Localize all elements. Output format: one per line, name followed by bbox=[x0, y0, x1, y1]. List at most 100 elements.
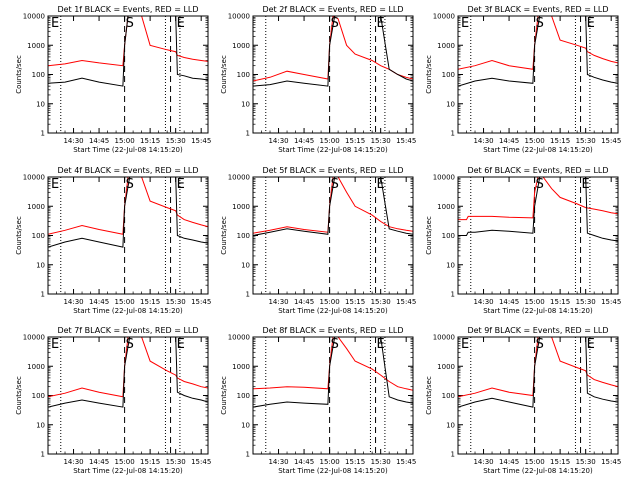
y-tick-label: 10000 bbox=[433, 334, 455, 342]
marker-label-s: S bbox=[536, 16, 544, 31]
y-axis-label: Counts/sec bbox=[425, 376, 433, 415]
y-tick-label: 10 bbox=[36, 100, 45, 108]
series-events bbox=[48, 337, 208, 408]
marker-label-e: E bbox=[461, 16, 469, 31]
panel-title: Det 9f BLACK = Events, RED = LLD bbox=[467, 326, 608, 335]
x-tick-label: 15:45 bbox=[601, 458, 621, 466]
x-tick-label: 15:00 bbox=[320, 137, 340, 145]
x-tick-label: 15:45 bbox=[396, 458, 416, 466]
series-lld bbox=[48, 337, 208, 398]
marker-label-s: S bbox=[126, 16, 134, 31]
series-events bbox=[458, 16, 618, 87]
plot-frame bbox=[47, 336, 209, 455]
x-axis-label: Start Time (22-Jul-08 14:15:20) bbox=[483, 307, 593, 315]
panel-det-5: Det 5f BLACK = Events, RED = LLD 1 10 100 10… bbox=[220, 166, 416, 315]
marker-label-e: E bbox=[461, 337, 469, 352]
y-axis-label: Counts/sec bbox=[15, 216, 23, 255]
x-tick-label: 15:15 bbox=[345, 458, 365, 466]
y-axis-label: Counts/sec bbox=[220, 55, 228, 94]
y-tick-label: 10 bbox=[36, 421, 45, 429]
marker-label-e: E bbox=[51, 337, 59, 352]
y-axis-label: Counts/sec bbox=[15, 376, 23, 415]
plot-frame bbox=[457, 176, 619, 295]
x-tick-label: 15:45 bbox=[396, 137, 416, 145]
y-tick-label: 100 bbox=[32, 71, 45, 79]
x-tick-label: 15:00 bbox=[525, 458, 545, 466]
x-tick-label: 15:00 bbox=[115, 458, 135, 466]
y-tick-label: 10 bbox=[241, 261, 250, 269]
y-tick-label: 1000 bbox=[437, 203, 455, 211]
x-tick-label: 15:15 bbox=[140, 137, 160, 145]
series-lld bbox=[458, 177, 618, 221]
marker-label-s: S bbox=[126, 337, 134, 352]
marker-label-e: E bbox=[587, 337, 595, 352]
panel-title: Det 2f BLACK = Events, RED = LLD bbox=[262, 5, 403, 14]
x-tick-label: 15:45 bbox=[191, 137, 211, 145]
plot-frame bbox=[252, 15, 414, 134]
x-tick-label: 14:45 bbox=[294, 298, 314, 306]
series-lld bbox=[48, 177, 208, 235]
series-events bbox=[48, 16, 208, 87]
y-tick-label: 1000 bbox=[27, 42, 45, 50]
x-tick-label: 15:45 bbox=[191, 458, 211, 466]
y-tick-label: 10000 bbox=[23, 13, 45, 21]
panel-title: Det 4f BLACK = Events, RED = LLD bbox=[57, 166, 198, 175]
x-tick-label: 15:15 bbox=[550, 458, 570, 466]
x-tick-label: 14:45 bbox=[89, 298, 109, 306]
marker-label-e: E bbox=[51, 16, 59, 31]
y-axis-label: Counts/sec bbox=[425, 55, 433, 94]
series-lld bbox=[253, 337, 413, 391]
plot-frame bbox=[47, 15, 209, 134]
x-tick-label: 15:00 bbox=[115, 298, 135, 306]
series-events bbox=[458, 177, 618, 242]
plot-frame bbox=[252, 336, 414, 455]
x-tick-label: 14:45 bbox=[89, 137, 109, 145]
panel-det-6: Det 6f BLACK = Events, RED = LLD 1 10 100 10… bbox=[425, 166, 621, 315]
x-tick-label: 14:30 bbox=[63, 298, 83, 306]
x-tick-label: 15:15 bbox=[550, 298, 570, 306]
x-tick-label: 14:30 bbox=[268, 298, 288, 306]
y-tick-label: 1000 bbox=[27, 203, 45, 211]
x-tick-label: 15:45 bbox=[601, 298, 621, 306]
x-tick-label: 15:00 bbox=[525, 137, 545, 145]
x-tick-label: 14:30 bbox=[473, 458, 493, 466]
panel-det-7: Det 7f BLACK = Events, RED = LLD 1 10 100 10… bbox=[15, 326, 211, 475]
x-axis-label: Start Time (22-Jul-08 14:15:20) bbox=[483, 146, 593, 154]
y-tick-label: 10 bbox=[36, 261, 45, 269]
marker-label-e: E bbox=[377, 177, 385, 192]
x-tick-label: 15:00 bbox=[115, 137, 135, 145]
plot-frame bbox=[457, 336, 619, 455]
panel-det-8: Det 8f BLACK = Events, RED = LLD 1 10 100 10… bbox=[220, 326, 416, 475]
series-events bbox=[253, 337, 413, 408]
x-tick-label: 15:45 bbox=[191, 298, 211, 306]
y-tick-label: 10000 bbox=[433, 174, 455, 182]
marker-label-s: S bbox=[331, 16, 339, 31]
x-tick-label: 15:30 bbox=[576, 458, 596, 466]
y-tick-label: 100 bbox=[442, 232, 455, 240]
x-tick-label: 14:30 bbox=[63, 458, 83, 466]
plot-frame bbox=[47, 176, 209, 295]
y-tick-label: 1 bbox=[451, 291, 455, 299]
marker-label-e: E bbox=[587, 16, 595, 31]
marker-label-s: S bbox=[331, 337, 339, 352]
y-axis-label: Counts/sec bbox=[15, 55, 23, 94]
panel-det-9: Det 9f BLACK = Events, RED = LLD 1 10 100 10… bbox=[425, 326, 621, 475]
y-tick-label: 10000 bbox=[228, 334, 250, 342]
y-tick-label: 1000 bbox=[232, 42, 250, 50]
panel-title: Det 6f BLACK = Events, RED = LLD bbox=[467, 166, 608, 175]
marker-label-e: E bbox=[582, 177, 590, 192]
y-tick-label: 1 bbox=[41, 130, 45, 138]
x-tick-label: 14:45 bbox=[294, 458, 314, 466]
x-axis-label: Start Time (22-Jul-08 14:15:20) bbox=[73, 467, 183, 475]
series-events bbox=[48, 177, 208, 248]
x-tick-label: 15:15 bbox=[140, 298, 160, 306]
y-tick-label: 1000 bbox=[232, 363, 250, 371]
y-tick-label: 10 bbox=[446, 100, 455, 108]
y-axis-label: Counts/sec bbox=[425, 216, 433, 255]
marker-label-e: E bbox=[51, 177, 59, 192]
series-lld bbox=[458, 16, 618, 70]
panel-det-2: Det 2f BLACK = Events, RED = LLD 1 10 100 10… bbox=[220, 5, 416, 154]
x-axis-label: Start Time (22-Jul-08 14:15:20) bbox=[278, 307, 388, 315]
